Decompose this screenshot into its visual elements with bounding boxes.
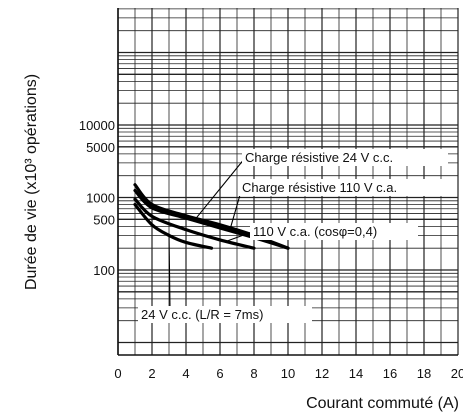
annotation-leader-3 xyxy=(168,233,171,309)
y-tick-label: 500 xyxy=(93,212,115,227)
series-line-2 xyxy=(133,197,256,250)
x-tick-label: 18 xyxy=(417,366,431,381)
y-tick-label: 1000 xyxy=(86,191,115,206)
axes xyxy=(117,8,458,356)
series-label-0: Charge résistive 24 V c.c. xyxy=(245,150,393,165)
series-annotations: Charge résistive 24 V c.c. Charge résist… xyxy=(138,149,455,323)
y-tick-label: 5000 xyxy=(86,140,115,155)
series-label-1: Charge résistive 110 V c.a. xyxy=(242,180,397,195)
y-axis-label: Durée de vie (x10³ opérations) xyxy=(23,74,40,290)
y-tick-labels: 100 500 1000 5000 10000 xyxy=(79,118,115,278)
x-tick-label: 20 xyxy=(451,366,463,381)
series-label-3: 24 V c.c. (L/R = 7ms) xyxy=(141,307,263,322)
x-axis-label: Courant commuté (A) xyxy=(306,395,459,412)
x-tick-label: 10 xyxy=(281,366,295,381)
x-tick-label: 14 xyxy=(349,366,363,381)
x-tick-label: 8 xyxy=(250,366,257,381)
x-tick-label: 0 xyxy=(114,366,121,381)
x-tick-label: 4 xyxy=(182,366,189,381)
x-tick-label: 6 xyxy=(216,366,223,381)
x-tick-labels: 0 2 4 6 8 10 12 14 16 18 20 xyxy=(114,366,463,381)
y-tick-label: 100 xyxy=(93,263,115,278)
x-tick-label: 12 xyxy=(315,366,329,381)
annotation-leader-2 xyxy=(226,231,253,242)
x-tick-label: 2 xyxy=(148,366,155,381)
series-label-2: 110 V c.a. (cosφ=0,4) xyxy=(253,224,377,239)
x-tick-label: 16 xyxy=(383,366,397,381)
annotation-leader-0 xyxy=(195,157,246,219)
y-tick-label: 10000 xyxy=(79,118,115,133)
